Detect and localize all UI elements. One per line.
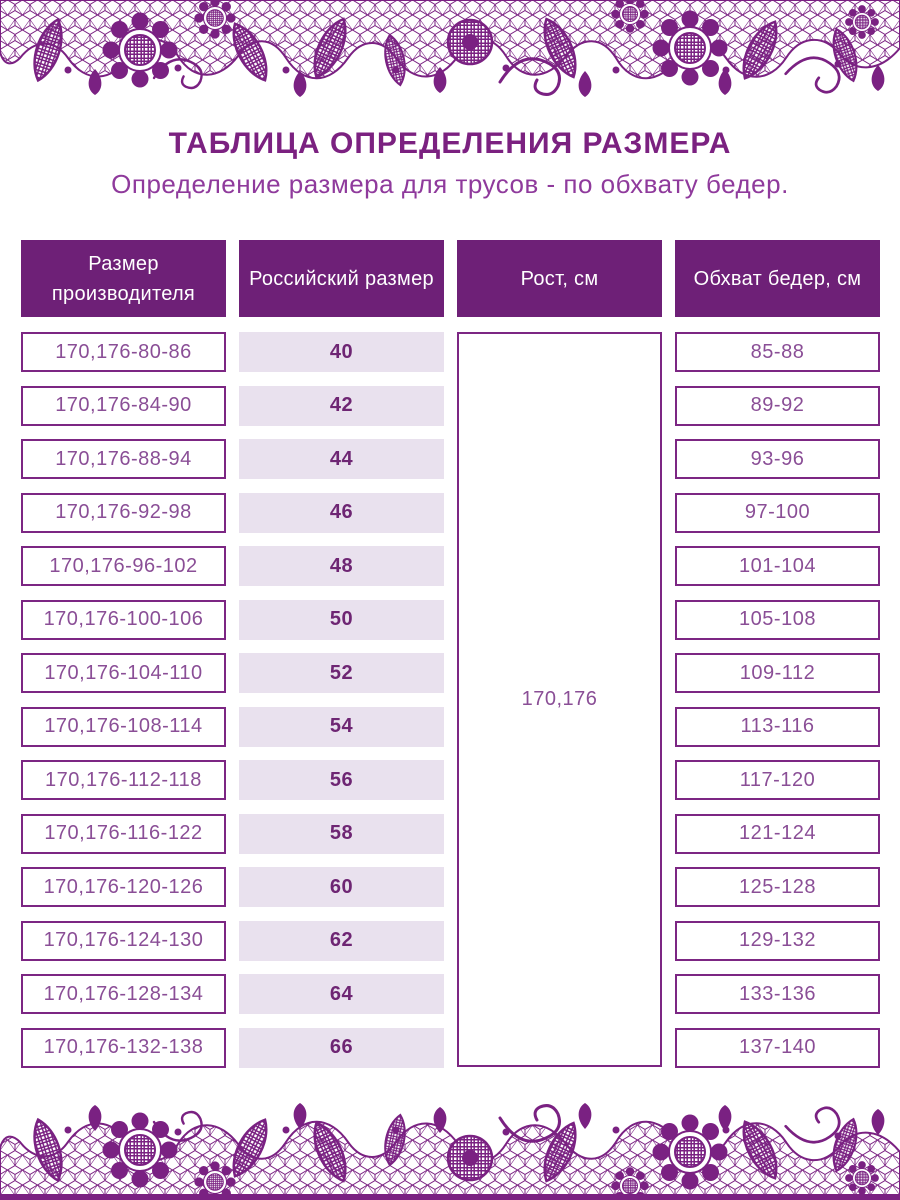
page-title: ТАБЛИЦА ОПРЕДЕЛЕНИЯ РАЗМЕРА — [168, 127, 732, 160]
manufacturer-size-cell: 170,176-80-86 — [21, 332, 226, 372]
height-cell: 170,176 — [457, 332, 662, 1067]
manufacturer-size-cell: 170,176-96-102 — [21, 546, 226, 586]
russian-size-cell: 54 — [239, 706, 444, 747]
russian-size-cell: 44 — [239, 439, 444, 479]
hips-cell: 101-104 — [675, 546, 880, 586]
column-header-height: Рост, см — [457, 240, 662, 317]
hips-cell: 117-120 — [675, 760, 880, 800]
manufacturer-size-cell: 170,176-112-118 — [21, 760, 226, 800]
russian-size-cell: 62 — [239, 920, 444, 961]
manufacturer-size-cell: 170,176-84-90 — [21, 385, 226, 426]
hips-cell: 105-108 — [675, 599, 880, 640]
russian-size-cell: 42 — [239, 385, 444, 426]
russian-size-cell: 66 — [239, 1027, 444, 1068]
manufacturer-size-cell: 170,176-124-130 — [21, 920, 226, 961]
manufacturer-size-cell: 170,176-120-126 — [21, 867, 226, 907]
hips-cell: 129-132 — [675, 920, 880, 961]
hips-cell: 109-112 — [675, 653, 880, 693]
russian-size-cell: 64 — [239, 974, 444, 1014]
russian-size-cell: 56 — [239, 760, 444, 800]
manufacturer-size-cell: 170,176-104-110 — [21, 653, 226, 693]
hips-cell: 93-96 — [675, 439, 880, 479]
column-header-manufacturer-size: Размер производителя — [21, 240, 226, 317]
russian-size-cells: 40 42 44 46 48 50 52 54 56 58 60 62 64 66 — [239, 332, 444, 1068]
hips-cell: 89-92 — [675, 385, 880, 426]
hips-cells: 85-88 89-92 93-96 97-100 101-104 105-108 109-1… — [675, 332, 880, 1068]
russian-size-cell: 52 — [239, 653, 444, 693]
lace-border-bottom — [0, 1095, 900, 1200]
hips-cell: 125-128 — [675, 867, 880, 907]
column-manufacturer-size: Размер производителя 170,176-80-86 170,17… — [21, 240, 226, 1068]
column-hips: Обхват бедер, см 85-88 89-92 93-96 97-100 10… — [675, 240, 880, 1068]
hips-cell: 133-136 — [675, 974, 880, 1014]
russian-size-cell: 40 — [239, 332, 444, 372]
manufacturer-size-cell: 170,176-108-114 — [21, 706, 226, 747]
hips-cell: 121-124 — [675, 813, 880, 854]
manufacturer-size-cells: 170,176-80-86 170,176-84-90 170,176-88-94 1… — [21, 332, 226, 1068]
manufacturer-size-cell: 170,176-116-122 — [21, 813, 226, 854]
russian-size-cell: 58 — [239, 813, 444, 854]
size-table: Размер производителя 170,176-80-86 170,17… — [21, 240, 880, 1068]
russian-size-cell: 48 — [239, 546, 444, 586]
hips-cell: 137-140 — [675, 1027, 880, 1068]
bottom-edge-strip — [0, 1194, 900, 1200]
manufacturer-size-cell: 170,176-128-134 — [21, 974, 226, 1014]
column-height: Рост, см 170,176 — [457, 240, 662, 1068]
manufacturer-size-cell: 170,176-92-98 — [21, 492, 226, 533]
column-russian-size: Российский размер 40 42 44 46 48 50 52 54 56 58 60… — [239, 240, 444, 1068]
page-subtitle: Определение размера для трусов - по обхв… — [111, 169, 789, 199]
hips-cell: 113-116 — [675, 706, 880, 747]
manufacturer-size-cell: 170,176-132-138 — [21, 1027, 226, 1068]
column-header-russian-size: Российский размер — [239, 240, 444, 317]
manufacturer-size-cell: 170,176-100-106 — [21, 599, 226, 640]
lace-border-top — [0, 0, 900, 105]
russian-size-cell: 50 — [239, 599, 444, 640]
hips-cell: 85-88 — [675, 332, 880, 372]
hips-cell: 97-100 — [675, 492, 880, 533]
column-header-hips: Обхват бедер, см — [675, 240, 880, 317]
manufacturer-size-cell: 170,176-88-94 — [21, 439, 226, 479]
russian-size-cell: 46 — [239, 492, 444, 533]
russian-size-cell: 60 — [239, 867, 444, 907]
